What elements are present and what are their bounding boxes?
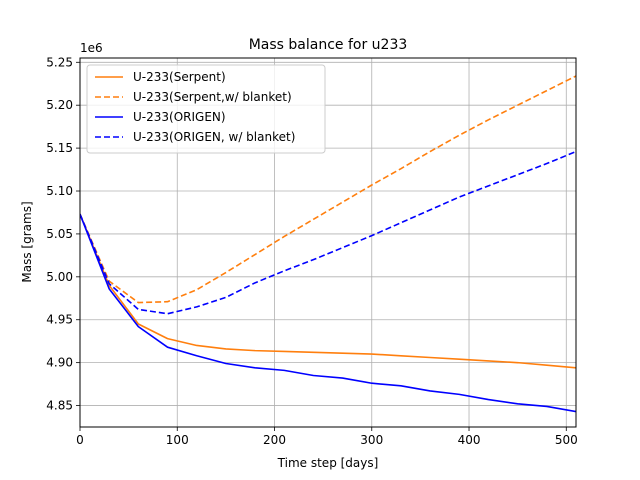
y-axis-label: Mass [grams] xyxy=(20,201,34,282)
x-tick-label: 300 xyxy=(360,433,383,447)
y-tick-label: 4.90 xyxy=(46,356,73,370)
plot-frame xyxy=(79,57,577,428)
series-line-1 xyxy=(80,75,576,304)
legend-label-0: U-233(Serpent) xyxy=(133,70,226,84)
x-tick-label: 500 xyxy=(555,433,578,447)
axis-ticks: 0 100 200 300 400 500 4.85 4.90 4.95 5.00 5.05 5.10… xyxy=(46,55,577,447)
legend-box xyxy=(86,64,326,154)
y-tick-label: 5.05 xyxy=(46,227,73,241)
y-tick-label: 5.20 xyxy=(46,98,73,112)
series-line-3 xyxy=(80,150,576,315)
y-tick-label: 4.85 xyxy=(46,399,73,413)
x-axis-label: Time step [days] xyxy=(277,456,379,470)
plot-lines xyxy=(80,75,576,413)
series-line-2 xyxy=(80,213,576,413)
legend-label-2: U-233(ORIGEN) xyxy=(133,110,226,124)
chart-title: Mass balance for u233 xyxy=(249,37,408,53)
y-tick-label: 5.10 xyxy=(46,184,73,198)
x-tick-label: 100 xyxy=(166,433,189,447)
x-tick-label: 200 xyxy=(263,433,286,447)
y-tick-label: 4.95 xyxy=(46,313,73,327)
x-tick-label: 400 xyxy=(458,433,481,447)
x-tick-label: 0 xyxy=(76,433,84,447)
legend-label-3: U-233(ORIGEN, w/ blanket) xyxy=(133,130,295,144)
y-tick-label: 5.25 xyxy=(46,55,73,69)
y-tick-label: 5.00 xyxy=(46,270,73,284)
y-tick-label: 5.15 xyxy=(46,141,73,155)
legend: U-233(Serpent) U-233(Serpent,w/ blanket) U… xyxy=(86,64,326,154)
y-axis-offset-label: 1e6 xyxy=(80,41,103,55)
legend-label-1: U-233(Serpent,w/ blanket) xyxy=(133,90,292,104)
series-line-0 xyxy=(80,213,576,369)
